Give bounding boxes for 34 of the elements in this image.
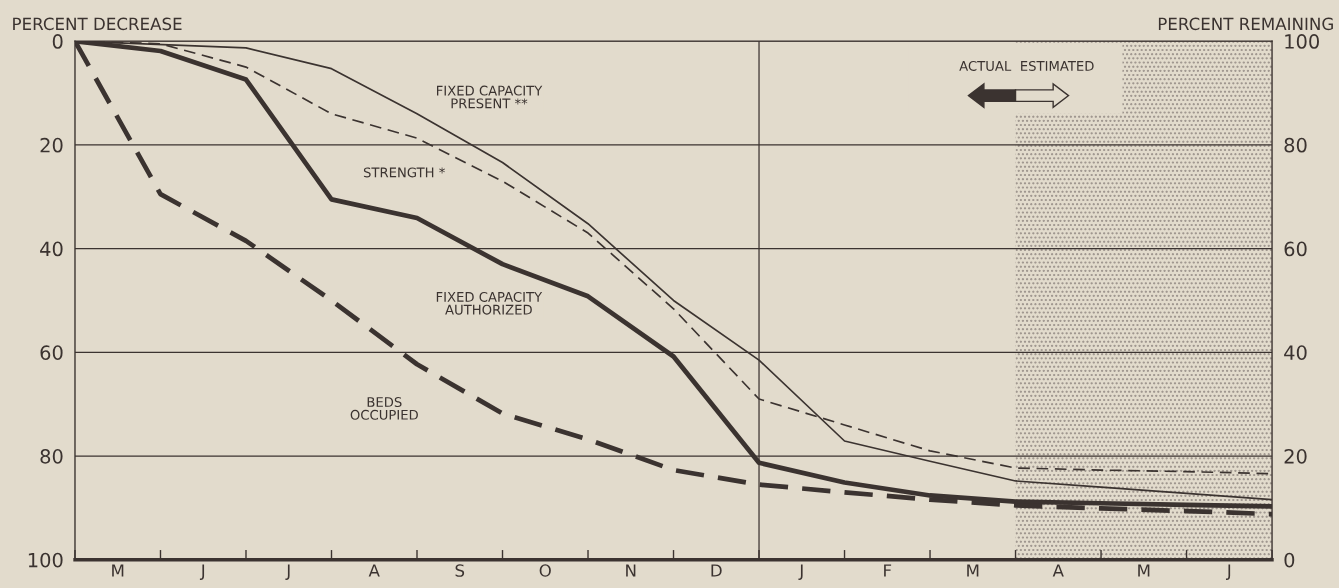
y-tick-label: 100 xyxy=(28,552,63,568)
text: J xyxy=(798,564,803,580)
text: M xyxy=(1138,564,1150,577)
y2-tick-label: 40 xyxy=(1284,345,1307,360)
text: M xyxy=(967,564,979,577)
series-label: FIXED CAPACITY AUTHORIZED xyxy=(436,291,543,315)
text: M xyxy=(112,564,124,577)
y2-tick-label: 60 xyxy=(1284,241,1307,257)
text: J xyxy=(1225,564,1231,580)
annotation: ESTIMATED xyxy=(1021,60,1094,71)
text: D xyxy=(711,564,722,577)
series-label: STRENGTH * xyxy=(363,167,445,178)
text: A xyxy=(1052,564,1064,577)
y-tick-label: 40 xyxy=(40,241,63,257)
y2-tick-label: 100 xyxy=(1285,34,1319,49)
y-tick-label: 80 xyxy=(40,449,63,464)
y2-tick-label: 0 xyxy=(1284,552,1295,568)
y-axis-title: PERCENT DECREASE xyxy=(13,17,182,31)
y-tick-label: 60 xyxy=(40,345,63,360)
text: J xyxy=(285,564,290,580)
text: J xyxy=(199,564,205,580)
text: A xyxy=(368,564,380,577)
text: N xyxy=(626,564,636,577)
annotation: ACTUAL xyxy=(959,60,1012,71)
y-tick-label: 0 xyxy=(52,34,63,49)
series-label: FIXED CAPACITY PRESENT ** xyxy=(437,85,543,109)
text: F xyxy=(884,564,892,577)
y2-tick-label: 20 xyxy=(1284,449,1307,464)
text: O xyxy=(539,564,551,577)
y2-axis-title: PERCENT REMAINING xyxy=(1158,17,1333,31)
text: BEDS OCCUPIED xyxy=(350,397,418,420)
y-tick-label: 20 xyxy=(40,137,63,153)
y2-tick-label: 80 xyxy=(1284,137,1307,153)
text: S xyxy=(455,564,465,577)
